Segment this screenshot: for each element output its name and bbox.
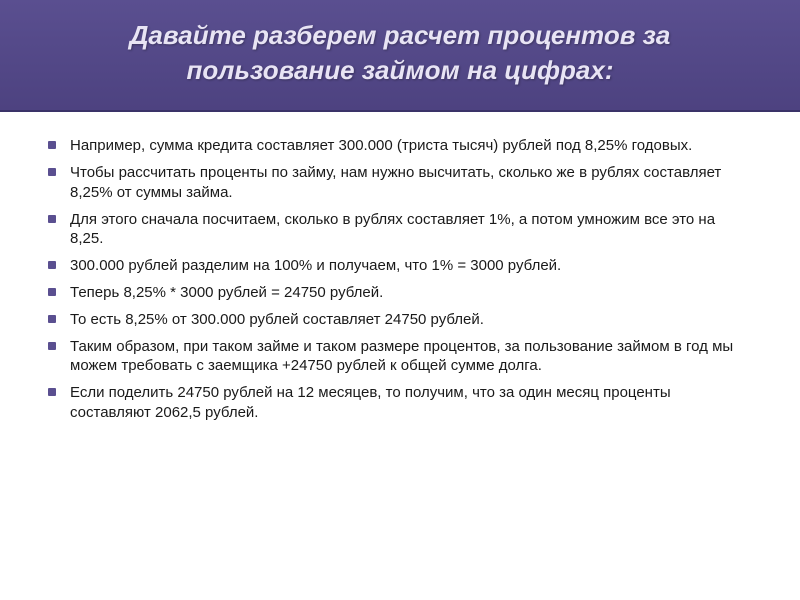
bullet-text: Теперь 8,25% * 3000 рублей = 24750 рубле…	[70, 284, 383, 301]
title-line-1: Давайте разберем расчет процентов за	[130, 20, 671, 50]
bullet-text: Например, сумма кредита составляет 300.0…	[70, 137, 692, 154]
bullet-text: Если поделить 24750 рублей на 12 месяцев…	[70, 384, 671, 421]
bullet-text: 300.000 рублей разделим на 100% и получа…	[70, 257, 561, 274]
slide-title: Давайте разберем расчет процентов за пол…	[40, 18, 760, 88]
list-item: Таким образом, при таком займе и таком р…	[70, 337, 750, 377]
title-band: Давайте разберем расчет процентов за пол…	[0, 0, 800, 112]
bullet-list: Например, сумма кредита составляет 300.0…	[70, 136, 750, 423]
title-line-2: пользование займом на цифрах:	[187, 55, 614, 85]
content-area: Например, сумма кредита составляет 300.0…	[0, 112, 800, 450]
bullet-text: Чтобы рассчитать проценты по займу, нам …	[70, 164, 721, 201]
slide-container: Давайте разберем расчет процентов за пол…	[0, 0, 800, 600]
list-item: Теперь 8,25% * 3000 рублей = 24750 рубле…	[70, 283, 750, 303]
list-item: Если поделить 24750 рублей на 12 месяцев…	[70, 383, 750, 423]
list-item: То есть 8,25% от 300.000 рублей составля…	[70, 310, 750, 330]
list-item: 300.000 рублей разделим на 100% и получа…	[70, 256, 750, 276]
list-item: Для этого сначала посчитаем, сколько в р…	[70, 210, 750, 250]
bullet-text: То есть 8,25% от 300.000 рублей составля…	[70, 311, 484, 328]
list-item: Чтобы рассчитать проценты по займу, нам …	[70, 163, 750, 203]
list-item: Например, сумма кредита составляет 300.0…	[70, 136, 750, 156]
bullet-text: Для этого сначала посчитаем, сколько в р…	[70, 211, 715, 248]
bullet-text: Таким образом, при таком займе и таком р…	[70, 338, 733, 375]
